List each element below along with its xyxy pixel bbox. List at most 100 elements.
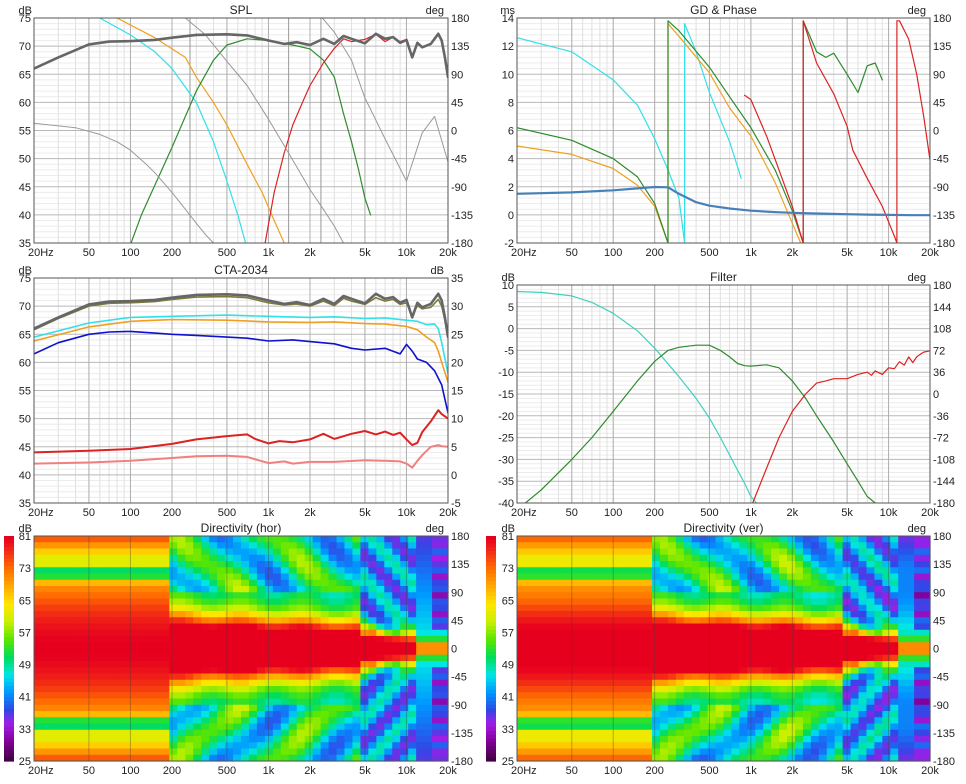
dir_ver-cell [739, 717, 748, 725]
dir_hor-cell [89, 717, 99, 725]
dir_ver-cell [636, 598, 645, 606]
dir_ver-cell [802, 698, 812, 706]
dir_hor-cell [145, 698, 155, 706]
dir_ver-cell [517, 704, 526, 712]
dir_ver-cell [596, 654, 605, 662]
dir_hor-cell [153, 679, 162, 687]
dir_ver-cell [652, 748, 661, 756]
filter-title: Filter [710, 270, 737, 284]
dir_hor-cell [73, 704, 83, 712]
dir_hor-cell [416, 704, 425, 712]
dir_ver-cell [707, 592, 717, 600]
dir_hor-cell [408, 567, 417, 575]
dir_ver-cell [652, 736, 661, 743]
dir_hor-cell [352, 723, 362, 731]
dir_hor-cell [41, 661, 51, 668]
dir_hor-cell [360, 542, 369, 550]
dir_ver-cell [604, 542, 613, 550]
dir_hor-cell [65, 717, 75, 725]
dir_ver-cell [588, 629, 598, 637]
dir_hor-cell [201, 542, 210, 550]
dir_hor-cell [225, 654, 234, 662]
dir_ver-cell [628, 711, 637, 718]
dir_hor-cell [185, 617, 194, 625]
dir_ver-cell [628, 548, 637, 556]
dir_ver-cell [842, 754, 852, 762]
dir_ver-cell [914, 592, 923, 600]
dir_ver-cell [683, 579, 693, 587]
dir_ver-cell [779, 654, 788, 662]
dir_ver-cell [564, 623, 574, 631]
dir_ver-cell [532, 754, 542, 762]
dir_hor-cell [424, 654, 433, 662]
dir_ver-cell [818, 623, 828, 631]
dir_hor-cell [400, 723, 409, 731]
dir_hor-cell [344, 692, 354, 700]
dir_ver-cell [914, 754, 923, 762]
dir_ver-cell [858, 667, 868, 675]
dir_ver-cell [858, 698, 868, 706]
dir_hor-cell [145, 754, 155, 762]
dir_ver-cell [874, 573, 883, 581]
dir_hor-cell [177, 679, 186, 687]
dir_hor-cell [209, 692, 218, 700]
dir_ver-cell [540, 623, 550, 631]
dir_ver-cell [771, 536, 780, 543]
gd-xtick-label: 50 [566, 247, 578, 259]
dir_ver-cell [842, 673, 852, 681]
dir_ver-cell [906, 698, 915, 706]
dir_ver-cell [898, 754, 907, 762]
dir_hor-cell [241, 692, 250, 700]
dir_hor-cell [185, 592, 194, 600]
dir_hor-cell [264, 648, 274, 656]
dir_hor-cell [304, 542, 314, 550]
dir_hor-cell [248, 604, 258, 612]
dir_ver-cell [858, 554, 868, 562]
dir_ver-cell [834, 586, 844, 593]
dir_hor-cell [137, 536, 147, 543]
dir_hor-cell [217, 542, 226, 550]
dir_ver-cell [802, 742, 812, 750]
dir_hor-colorbar-step [4, 719, 14, 725]
dir_hor-cell [185, 742, 194, 750]
dir_hor-cell [416, 548, 425, 556]
dir_ver-cell [818, 561, 828, 568]
dir_ver-cell [866, 711, 875, 718]
dir_hor-cell [161, 636, 170, 643]
dir_ver-cell [731, 554, 740, 562]
dir_ver-cell [620, 742, 629, 750]
dir_hor-cell [49, 629, 59, 637]
dir_hor-cell [256, 742, 266, 750]
dir_hor-cell [105, 598, 115, 606]
dir_hor-cell [312, 548, 322, 556]
dir_hor-cell [193, 592, 202, 600]
dir_hor-cell [296, 586, 306, 593]
dir_ver-cell [532, 548, 542, 556]
dir_ver-cell [850, 661, 860, 668]
dir_ver-cell [755, 748, 764, 756]
dir_ver-y2label: deg [908, 523, 926, 535]
dir_ver-cell [596, 648, 605, 656]
dir_hor-cell [113, 648, 123, 656]
dir_hor-cell [264, 754, 274, 762]
dir_ver-cell [548, 704, 558, 712]
dir_hor-cell [296, 579, 306, 587]
dir_ver-cell [532, 554, 542, 562]
dir_hor-cell [129, 554, 139, 562]
dir_ver-y2tick-label: 135 [933, 559, 951, 571]
dir_hor-cell [424, 679, 433, 687]
dir_hor-cell [416, 629, 425, 637]
dir_hor-cell [49, 686, 59, 693]
dir_hor-cell [320, 617, 330, 625]
dir_ver-ytick-label: 25 [502, 756, 514, 768]
dir_ver-cell [532, 586, 542, 593]
dir_hor-cell [280, 586, 290, 593]
dir_hor-cell [89, 548, 99, 556]
gd-xtick-label: 10k [880, 247, 898, 259]
dir_ver-cell [850, 579, 860, 587]
dir_ver-cell [707, 536, 717, 543]
dir_hor-cell [288, 604, 298, 612]
dir_ver-cell [731, 704, 740, 712]
dir_ver-cell [540, 686, 550, 693]
dir_hor-cell [185, 729, 194, 737]
